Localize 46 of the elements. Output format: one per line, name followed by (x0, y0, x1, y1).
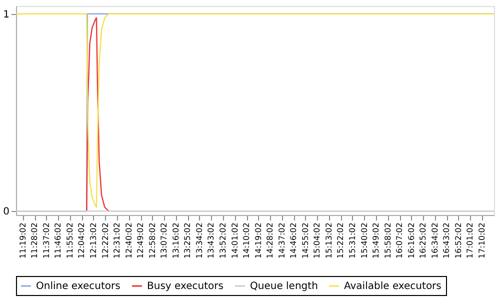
x-tick-label: 16:43:02 (442, 222, 452, 258)
x-tick-label: 15:58:02 (383, 222, 392, 258)
y-tick-label: 1 (3, 9, 10, 20)
x-tick-label: 15:40:02 (360, 222, 369, 258)
x-tick-label: 12:04:02 (77, 222, 86, 258)
x-tick-label: 12:49:02 (136, 222, 146, 258)
legend-label: Queue length (250, 281, 318, 292)
x-tick-label: 11:37:02 (42, 222, 51, 258)
x-tick-label: 14:28:02 (266, 222, 275, 258)
x-tick-label: 16:34:02 (430, 222, 440, 258)
x-tick-label: 11:46:02 (54, 222, 63, 258)
x-tick-label: 17:10:02 (478, 222, 487, 258)
x-tick-label: 13:07:02 (160, 222, 169, 258)
x-tick-label: 16:16:02 (406, 222, 416, 258)
x-tick-label: 13:16:02 (171, 222, 180, 258)
x-tick-label: 13:43:02 (206, 222, 216, 258)
x-tick-label: 13:25:02 (183, 222, 192, 258)
x-tick-label: 12:31:02 (112, 222, 122, 258)
x-tick-label: 15:49:02 (372, 222, 381, 258)
x-tick-label: 14:10:02 (242, 222, 252, 258)
x-tick-label: 16:25:02 (418, 222, 428, 258)
x-tick-label: 15:22:02 (336, 222, 346, 258)
x-tick-label: 13:52:02 (218, 222, 228, 258)
legend-label: Available executors (344, 281, 442, 292)
legend-label: Busy executors (147, 281, 224, 292)
x-tick-label: 14:46:02 (289, 222, 298, 258)
x-tick-label: 14:19:02 (254, 222, 263, 258)
y-tick-label: 0 (3, 206, 10, 218)
x-tick-label: 11:55:02 (65, 222, 74, 258)
x-tick-label: 11:19:02 (18, 222, 28, 258)
x-tick-label: 12:22:02 (100, 222, 110, 258)
x-tick-label: 16:52:02 (454, 222, 463, 258)
x-tick-label: 15:31:02 (348, 222, 357, 258)
legend-label: Online executors (36, 281, 120, 292)
x-tick-label: 15:04:02 (312, 222, 322, 258)
x-tick-label: 12:13:02 (88, 222, 98, 258)
x-tick-label: 14:01:02 (230, 222, 240, 258)
x-tick-label: 13:34:02 (194, 222, 204, 258)
x-tick-label: 12:40:02 (124, 222, 134, 258)
x-tick-label: 14:55:02 (300, 222, 310, 258)
x-tick-label: 17:01:02 (466, 222, 475, 258)
x-tick-label: 14:37:02 (277, 222, 286, 258)
x-tick-label: 12:58:02 (148, 222, 157, 258)
x-tick-label: 11:28:02 (30, 222, 40, 258)
x-tick-label: 15:13:02 (324, 222, 334, 258)
x-tick-label: 16:07:02 (395, 222, 404, 258)
